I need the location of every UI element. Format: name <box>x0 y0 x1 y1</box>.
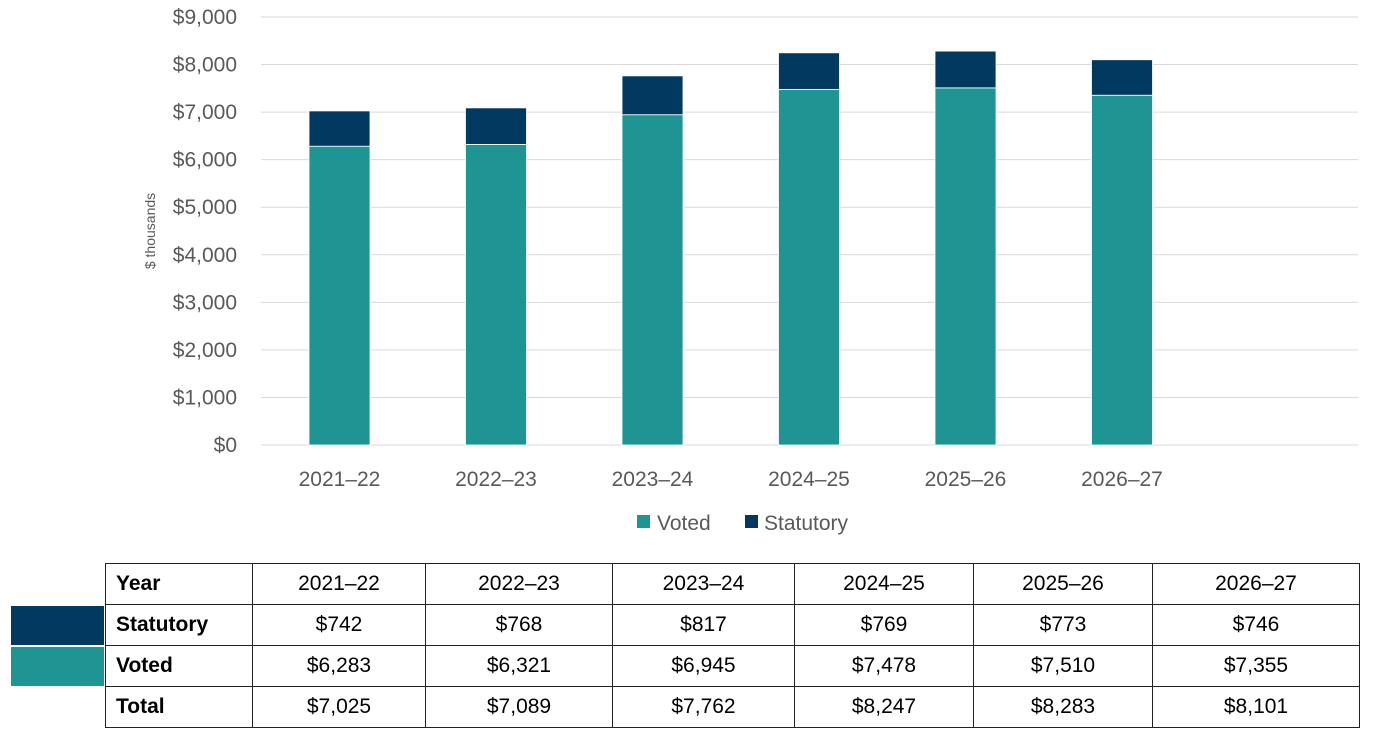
table-cell: $769 <box>794 604 974 646</box>
table-cell: $6,283 <box>252 645 426 687</box>
bar-statutory-2024–25 <box>778 52 840 90</box>
bar-statutory-2026–27 <box>1091 59 1153 96</box>
bar-voted-2023–24 <box>621 114 684 446</box>
bar-statutory-2023–24 <box>621 75 684 116</box>
table-row-label: Statutory <box>105 604 253 646</box>
x-tick-label: 2023–24 <box>612 468 694 491</box>
table-header-cell: 2024–25 <box>794 563 974 605</box>
legend-label-statutory: Statutory <box>764 512 849 535</box>
table-cell: $817 <box>612 604 795 646</box>
y-tick-label: $4,000 <box>173 244 237 267</box>
table-header-cell: 2025–26 <box>973 563 1153 605</box>
x-tick-label: 2021–22 <box>299 468 381 491</box>
table-cell: $7,762 <box>612 686 795 728</box>
stacked-bar-chart: $0 $1,000 $2,000 $3,000 $4,000 $5,000 $6,000 $7… <box>142 6 1358 535</box>
x-axis-ticks: 2021–22 2022–23 2023–24 2024–25 2025–26 2026–… <box>299 468 1163 491</box>
table-cell: $746 <box>1152 604 1360 646</box>
table-header-row: Year 2021–22 2022–23 2023–24 2024–25 202… <box>105 563 1360 605</box>
table-cell: $6,321 <box>425 645 613 687</box>
y-axis-ticks: $0 $1,000 $2,000 $3,000 $4,000 $5,000 $6,000 $7… <box>173 6 237 457</box>
y-tick-label: $5,000 <box>173 196 237 219</box>
y-tick-label: $0 <box>214 434 237 457</box>
y-tick-label: $7,000 <box>173 101 237 124</box>
bar-statutory-2022–23 <box>465 107 527 145</box>
table-header-cell: 2022–23 <box>425 563 613 605</box>
y-tick-label: $9,000 <box>173 6 237 29</box>
table-cell: $773 <box>973 604 1153 646</box>
bar-statutory-2025–26 <box>934 50 997 89</box>
voted-color-swatch <box>11 647 104 686</box>
table-row-label: Voted <box>105 645 253 687</box>
data-table: Year 2021–22 2022–23 2023–24 2024–25 202… <box>105 563 1360 728</box>
table-row-total: Total $7,025 $7,089 $7,762 $8,247 $8,283… <box>105 686 1360 728</box>
table-cell: $7,089 <box>425 686 613 728</box>
y-tick-label: $1,000 <box>173 386 237 409</box>
bar-voted-2025–26 <box>934 87 997 446</box>
table-cell: $8,247 <box>794 686 974 728</box>
table-row-voted: Voted $6,283 $6,321 $6,945 $7,478 $7,510… <box>105 645 1360 687</box>
table-cell: $8,101 <box>1152 686 1360 728</box>
table-cell: $8,283 <box>973 686 1153 728</box>
legend: Voted Statutory <box>637 512 849 535</box>
table-header-label: Year <box>105 563 253 605</box>
table-header-cell: 2026–27 <box>1152 563 1360 605</box>
table-cell: $7,510 <box>973 645 1153 687</box>
table-header-cell: 2021–22 <box>252 563 426 605</box>
bars <box>308 50 1153 446</box>
table-cell: $7,025 <box>252 686 426 728</box>
y-axis-title: $ thousands <box>142 193 158 269</box>
y-tick-label: $8,000 <box>173 54 237 77</box>
table-cell: $6,945 <box>612 645 795 687</box>
x-tick-label: 2022–23 <box>455 468 537 491</box>
bar-voted-2024–25 <box>778 88 840 446</box>
x-tick-label: 2024–25 <box>768 468 850 491</box>
table-row-label: Total <box>105 686 253 728</box>
table-cell: $742 <box>252 604 426 646</box>
legend-label-voted: Voted <box>657 512 711 535</box>
statutory-color-swatch <box>11 606 104 645</box>
bar-voted-2022–23 <box>465 144 527 446</box>
table-header-cell: 2023–24 <box>612 563 795 605</box>
table-row-statutory: Statutory $742 $768 $817 $769 $773 $746 <box>105 604 1360 646</box>
legend-swatch-voted <box>637 515 650 528</box>
bar-voted-2026–27 <box>1091 94 1153 446</box>
bar-voted-2021–22 <box>308 145 371 446</box>
y-tick-label: $3,000 <box>173 291 237 314</box>
bar-statutory-2021–22 <box>308 110 371 147</box>
y-tick-label: $2,000 <box>173 339 237 362</box>
table-cell: $768 <box>425 604 613 646</box>
x-tick-label: 2026–27 <box>1081 468 1163 491</box>
table-cell: $7,478 <box>794 645 974 687</box>
legend-swatch-statutory <box>745 515 758 528</box>
table-cell: $7,355 <box>1152 645 1360 687</box>
y-tick-label: $6,000 <box>173 149 237 172</box>
x-tick-label: 2025–26 <box>925 468 1007 491</box>
